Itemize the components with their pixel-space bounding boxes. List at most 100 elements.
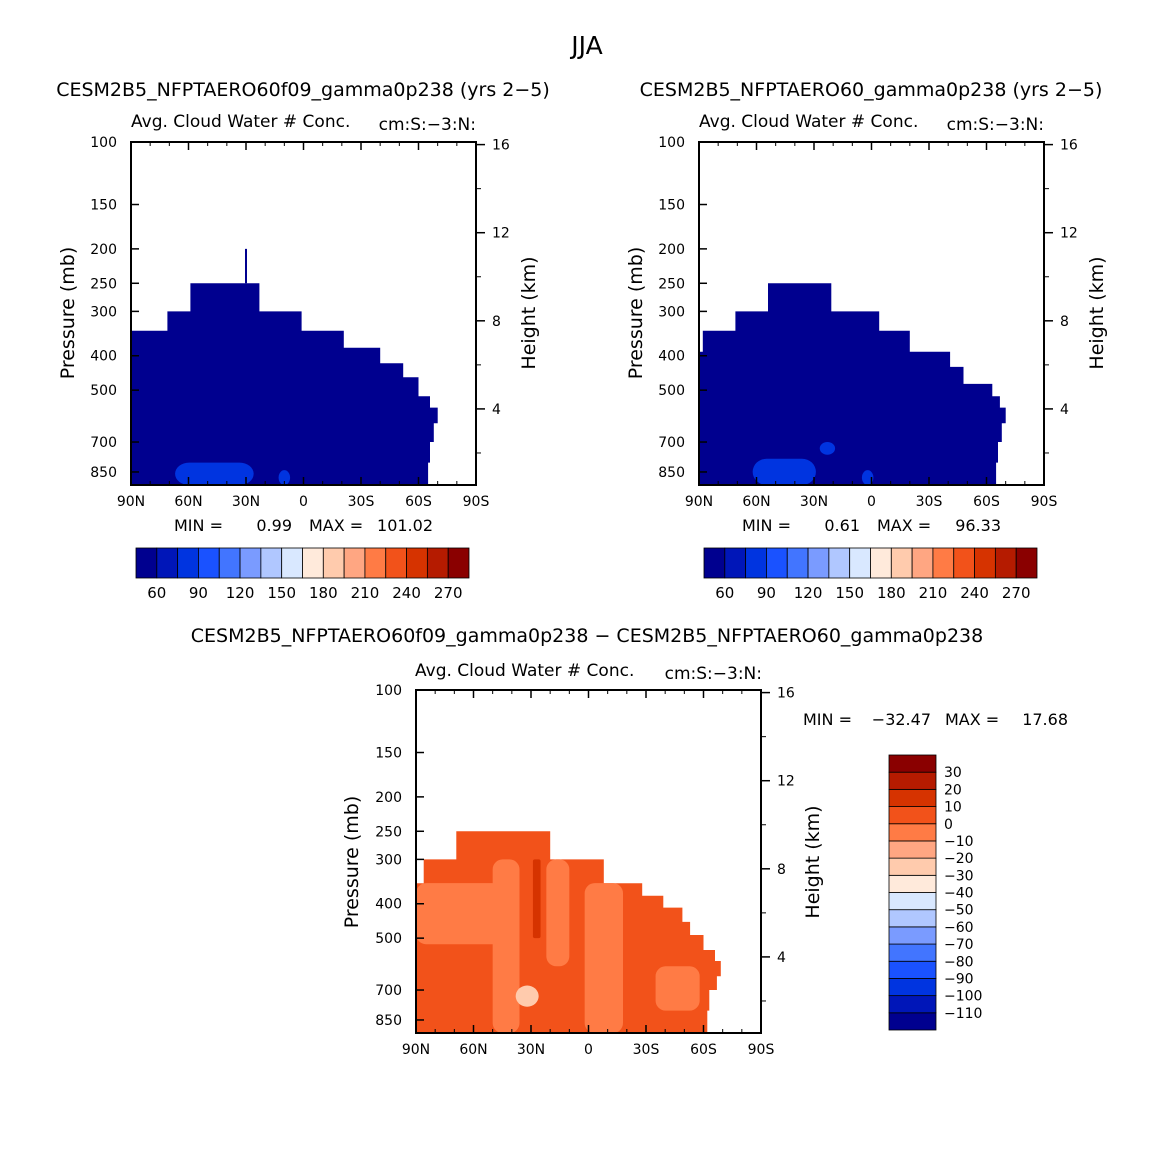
- max-label: MAX =: [945, 710, 999, 729]
- x-tick-label: 60N: [742, 494, 770, 510]
- units-label: cm:S:−3:N:: [947, 115, 1044, 135]
- colorbar: 60 90 120 150 180 210 240 270: [703, 547, 1038, 602]
- panel-title: CESM2B5_NFPTAERO60f09_gamma0p238 (yrs 2−…: [56, 79, 550, 101]
- x-tick-label: 60N: [174, 494, 202, 510]
- right-axis-ticks: 16 12 8 4: [1044, 138, 1078, 454]
- x-axis-ticks: 90N 60N 30N 0 30S 60S 90S: [402, 690, 774, 1058]
- colorbar-label: −110: [944, 1006, 982, 1022]
- panel-subtitle: Avg. Cloud Water # Conc.: [131, 112, 350, 132]
- panel-subtitle: Avg. Cloud Water # Conc.: [415, 661, 634, 681]
- colorbar-label: −10: [944, 834, 974, 850]
- right-tick-label: 8: [492, 314, 501, 330]
- x-tick-label: 30N: [800, 494, 828, 510]
- y-tick-label: 850: [375, 1013, 402, 1029]
- max-label: MAX =: [877, 516, 931, 535]
- contour-patch: [175, 462, 254, 485]
- units-label: cm:S:−3:N:: [665, 664, 762, 684]
- colorbar-label: −20: [944, 851, 974, 867]
- y-tick-label: 300: [90, 304, 117, 320]
- y-axis-label: Pressure (mb): [341, 796, 363, 929]
- colorbar-label: 60: [147, 584, 166, 602]
- colorbar-label: 10: [944, 800, 962, 816]
- y-tick-label: 250: [90, 276, 117, 292]
- y-tick-label: 300: [658, 304, 685, 320]
- colorbar-label: 60: [715, 584, 734, 602]
- max-label: MAX =: [309, 516, 363, 535]
- x-tick-label: 30N: [232, 494, 260, 510]
- colorbar-label: 270: [1002, 584, 1031, 602]
- colorbar-label: 240: [960, 584, 989, 602]
- colorbar-swatch: [888, 960, 937, 979]
- colorbar-swatch: [888, 874, 937, 893]
- colorbar-swatch: [870, 547, 892, 579]
- colorbar-swatch: [239, 547, 262, 579]
- contour-patch: [492, 859, 520, 1033]
- colorbar-swatch: [135, 547, 158, 579]
- colorbar-swatch: [828, 547, 851, 579]
- min-value: −32.47: [872, 710, 931, 729]
- y-tick-label: 500: [658, 383, 685, 399]
- colorbar-swatch: [281, 547, 303, 579]
- colorbar-swatch: [766, 547, 788, 579]
- right-tick-label: 4: [492, 402, 501, 418]
- colorbar-swatch: [343, 547, 366, 579]
- colorbar-swatch: [426, 547, 449, 579]
- colorbar-swatch: [198, 547, 220, 579]
- colorbar-label: −90: [944, 971, 974, 987]
- colorbar-label: 240: [392, 584, 421, 602]
- contour-patch: [584, 883, 623, 1033]
- colorbar-swatch: [703, 547, 726, 579]
- y-tick-label: 850: [90, 465, 117, 481]
- colorbar-label: −50: [944, 903, 974, 919]
- colorbar-label: 210: [351, 584, 380, 602]
- right-axis-label: Height (km): [518, 256, 540, 369]
- right-tick-label: 12: [492, 226, 510, 242]
- colorbar-label: −70: [944, 937, 974, 953]
- y-tick-label: 200: [375, 790, 402, 806]
- contour-patch: [819, 442, 836, 455]
- colorbar-swatch: [994, 547, 1017, 579]
- colorbar-swatch: [724, 547, 747, 579]
- y-tick-label: 400: [375, 897, 402, 913]
- contour-field: [416, 831, 721, 1033]
- colorbar-swatch: [1015, 547, 1038, 579]
- x-tick-label: 0: [299, 494, 308, 510]
- colorbar-swatch: [218, 547, 241, 579]
- colorbar-swatch: [322, 547, 345, 579]
- contour-field: [699, 283, 1006, 485]
- contour-patch: [861, 470, 874, 485]
- colorbar-swatch: [890, 547, 913, 579]
- colorbar-swatch: [953, 547, 975, 579]
- y-tick-label: 200: [658, 242, 685, 258]
- colorbar-label: −60: [944, 920, 974, 936]
- colorbar-label: 120: [226, 584, 255, 602]
- colorbar-swatch: [888, 995, 937, 1014]
- y-axis-ticks: 100 150 200 250 300 400 500 700 850: [375, 683, 424, 1029]
- contour-patch: [515, 985, 539, 1007]
- min-value: 0.61: [824, 516, 860, 535]
- colorbar-label: −40: [944, 886, 974, 902]
- colorbar-label: −80: [944, 954, 974, 970]
- y-tick-label: 200: [90, 242, 117, 258]
- y-tick-label: 250: [375, 824, 402, 840]
- colorbar-label: 180: [309, 584, 338, 602]
- right-tick-label: 12: [1060, 226, 1078, 242]
- right-tick-label: 8: [1060, 314, 1069, 330]
- x-tick-label: 90S: [463, 494, 490, 510]
- colorbar-swatch: [888, 806, 937, 825]
- y-axis-label: Pressure (mb): [57, 247, 79, 380]
- colorbar-swatch: [745, 547, 767, 579]
- x-tick-label: 60S: [690, 1042, 717, 1058]
- contour-field: [131, 248, 438, 485]
- right-tick-label: 12: [777, 774, 795, 790]
- colorbar-swatch: [932, 547, 955, 579]
- y-axis-ticks: 100 150 200 250 300 400 500 700 850: [658, 135, 707, 481]
- panel-title: CESM2B5_NFPTAERO60f09_gamma0p238 − CESM2…: [191, 625, 983, 647]
- right-tick-label: 4: [777, 950, 786, 966]
- x-tick-label: 90N: [117, 494, 145, 510]
- colorbar-label: 90: [757, 584, 776, 602]
- x-tick-label: 60N: [459, 1042, 487, 1058]
- colorbar-label: 180: [877, 584, 906, 602]
- x-axis-ticks: 90N 60N 30N 0 30S 60S 90S: [117, 142, 490, 510]
